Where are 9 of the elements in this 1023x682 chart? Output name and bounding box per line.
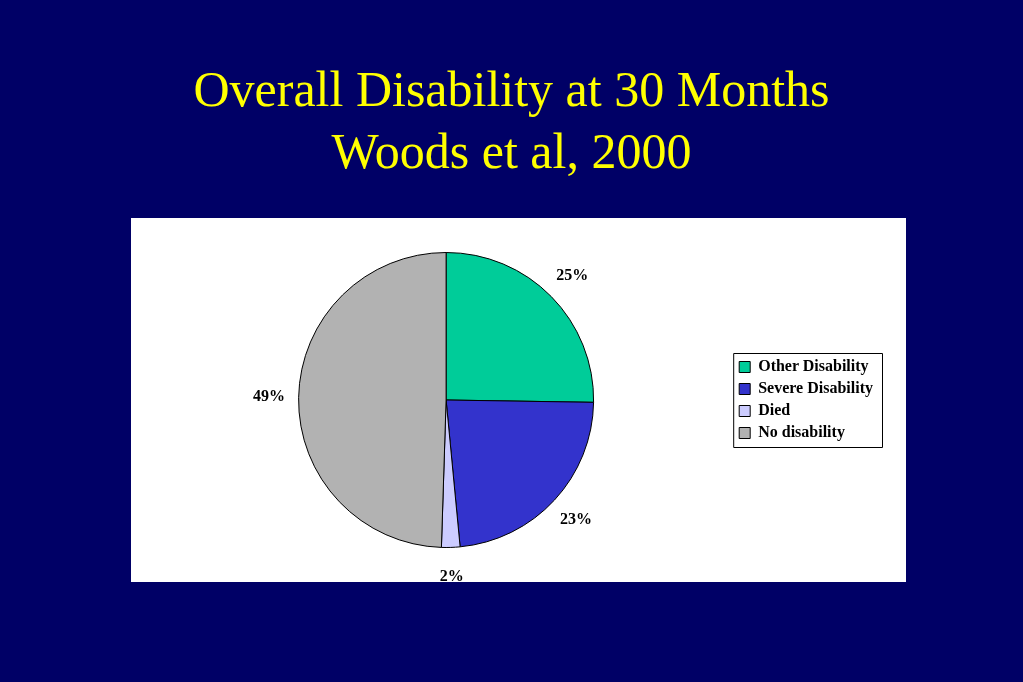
legend-label: Other Disability bbox=[758, 357, 869, 376]
legend-label: Severe Disability bbox=[758, 379, 874, 398]
data-label: 49% bbox=[253, 387, 286, 405]
legend-label: Died bbox=[758, 401, 791, 419]
data-label: 25% bbox=[556, 265, 589, 283]
data-label: 2% bbox=[439, 567, 464, 585]
legend-label: No disability bbox=[758, 423, 845, 442]
chart-title: Overall Disability at 30 Months Woods et al, 2000 bbox=[192, 60, 831, 181]
data-label: 23% bbox=[560, 510, 593, 528]
